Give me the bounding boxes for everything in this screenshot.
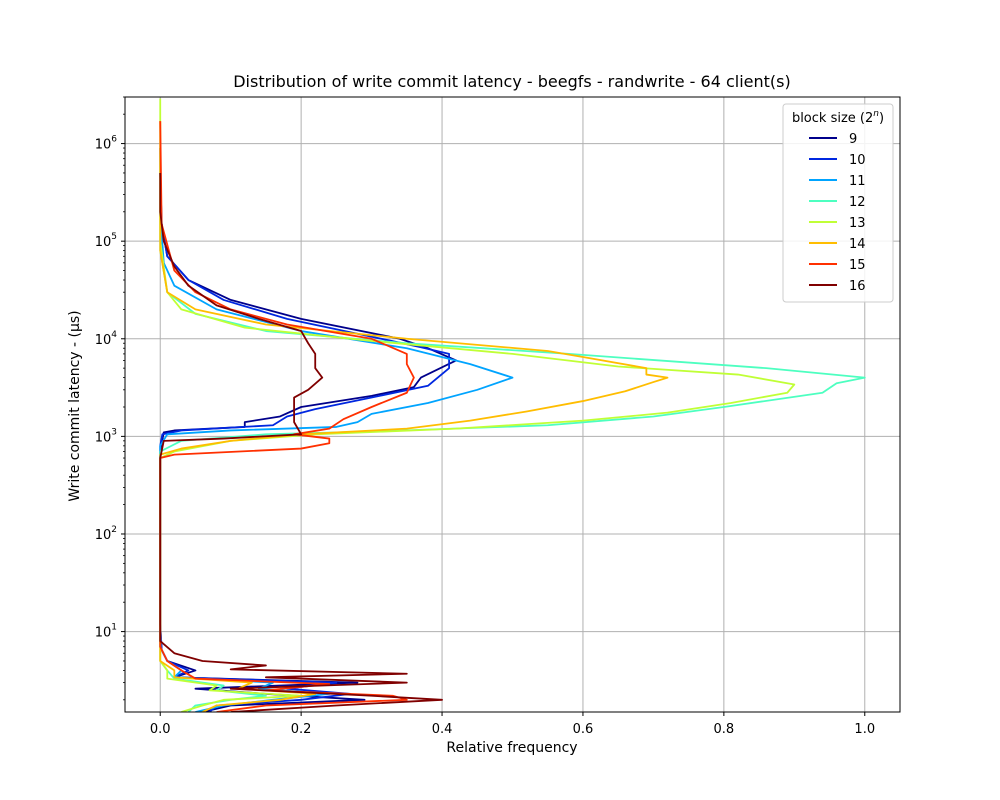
y-tick-label: 102	[95, 525, 117, 543]
y-tick-label: 101	[95, 623, 117, 641]
series-line-15	[159, 121, 415, 712]
legend: block size (2n) 9 10 11 12 13 14 15 16	[782, 103, 894, 303]
legend-label-16: 16	[849, 279, 866, 294]
x-tick-label: 0.2	[291, 722, 312, 737]
y-axis-title: Write commit latency - (μs)	[67, 310, 83, 501]
legend-label-14: 14	[849, 237, 866, 252]
series-line-16	[159, 172, 443, 712]
x-tick-label: 0.0	[150, 722, 171, 737]
legend-label-9: 9	[849, 132, 857, 147]
series-line-13	[159, 98, 796, 712]
y-tick-label: 103	[95, 427, 117, 445]
x-tick-label: 0.8	[714, 722, 735, 737]
y-tick-label: 104	[95, 330, 118, 348]
x-tick-label: 1.0	[854, 722, 875, 737]
x-tick-label: 0.6	[573, 722, 594, 737]
legend-label-15: 15	[849, 258, 866, 273]
chart-title: Distribution of write commit latency - b…	[233, 72, 791, 91]
series-lines	[159, 98, 866, 712]
legend-label-10: 10	[849, 153, 866, 168]
legend-label-12: 12	[849, 195, 866, 210]
legend-label-11: 11	[849, 174, 866, 189]
x-axis-title: Relative frequency	[446, 740, 577, 756]
legend-label-13: 13	[849, 216, 866, 231]
series-line-14	[159, 121, 669, 712]
axes: 0.0 0.2 0.4 0.6 0.8 1.0 101 102 103 104 105 106	[95, 96, 901, 737]
legend-title: block size (2n)	[792, 109, 884, 126]
series-line-11	[159, 211, 514, 712]
plot-frame	[124, 96, 901, 713]
x-tick-label: 0.4	[432, 722, 453, 737]
legend-box	[782, 103, 894, 303]
y-tick-label: 106	[95, 135, 118, 153]
y-tick-label: 105	[95, 232, 117, 250]
